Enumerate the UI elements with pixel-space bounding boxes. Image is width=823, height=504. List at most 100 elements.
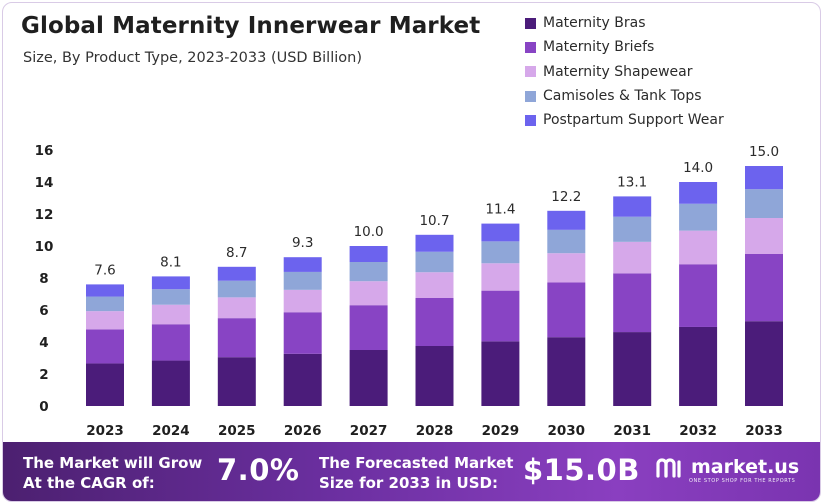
forecast-caption: The Forecasted Market Size for 2033 in U… [319, 453, 513, 493]
bar-total-label: 9.3 [292, 235, 313, 251]
x-tick-label: 2025 [218, 423, 256, 439]
brand-tagline: ONE STOP SHOP FOR THE REPORTS [689, 478, 796, 484]
bar-segment [415, 272, 454, 298]
bar-segment [745, 189, 783, 218]
legend-label: Postpartum Support Wear [543, 112, 724, 129]
stacked-bar-chart: 0 2 4 6 8 10 12 14 16 7.6 2023 8.1 2024 8.7 2025 9.3 202… [35, 143, 783, 439]
cagr-value: 7.0% [217, 453, 300, 487]
forecast-caption-line1: The Forecasted Market [319, 454, 514, 472]
bar-segment [349, 350, 388, 406]
footer-banner: The Market will Grow At the CAGR of: 7.0… [3, 442, 820, 501]
bar-segment [679, 230, 718, 265]
y-tick-label: 14 [35, 175, 54, 191]
bar-segment [547, 337, 586, 406]
legend-swatch [525, 41, 536, 53]
bar-total-label: 11.4 [485, 202, 515, 218]
bar-segment [217, 357, 256, 406]
x-tick-label: 2023 [86, 423, 124, 439]
bar-segment [217, 280, 256, 298]
y-tick-label: 2 [39, 367, 48, 383]
bar-total-label: 10.0 [354, 224, 384, 240]
x-tick-label: 2029 [482, 423, 520, 439]
bar-segment [481, 223, 520, 242]
cagr-caption: The Market will Grow At the CAGR of: [23, 453, 202, 493]
legend-swatch [525, 66, 536, 78]
bar-segment [349, 262, 388, 282]
legend-item: Postpartum Support Wear [525, 108, 724, 132]
bar-segment [547, 253, 586, 283]
x-tick-label: 2026 [284, 423, 322, 439]
bar-segment [283, 289, 322, 313]
bar-segment [415, 234, 454, 252]
bar-segment [679, 326, 718, 406]
legend-item: Maternity Shapewear [525, 60, 724, 84]
bar-total-label: 15.0 [749, 144, 779, 160]
legend-swatch [525, 90, 536, 102]
y-tick-label: 16 [35, 143, 54, 159]
legend-item: Maternity Briefs [525, 35, 724, 59]
bar-segment [283, 312, 322, 354]
bar-segment [151, 276, 190, 290]
bar-segment [283, 271, 322, 290]
bar-segment [613, 241, 652, 274]
bar-segment [745, 218, 783, 254]
legend-label: Maternity Shapewear [543, 63, 693, 80]
chart-legend: Maternity Bras Maternity Briefs Maternity … [525, 11, 724, 132]
x-tick-label: 2031 [613, 423, 651, 439]
bar-total-label: 14.0 [683, 160, 713, 176]
x-tick-label: 2030 [548, 423, 586, 439]
bar-segment [745, 321, 783, 406]
y-tick-label: 12 [35, 207, 54, 223]
bar-segment [547, 210, 586, 230]
chart-subtitle: Size, By Product Type, 2023-2033 (USD Bi… [23, 50, 362, 66]
bar-segment [349, 246, 388, 262]
bar-segment [415, 346, 454, 406]
bar-segment [415, 298, 454, 346]
market-us-logo-icon [656, 458, 681, 478]
y-tick-label: 8 [39, 271, 48, 287]
forecast-value: $15.0B [523, 453, 640, 487]
bar-segment [613, 196, 652, 217]
bar-segment [151, 304, 190, 325]
legend-item: Camisoles & Tank Tops [525, 84, 724, 108]
bar-segment [86, 296, 124, 312]
bar-segment [481, 341, 520, 406]
y-tick-label: 0 [39, 399, 48, 415]
legend-label: Maternity Bras [543, 15, 646, 32]
bar-segment [86, 363, 124, 406]
bar-segment [679, 182, 718, 204]
x-tick-label: 2027 [350, 423, 388, 439]
bar-segment [349, 281, 388, 306]
x-tick-label: 2024 [152, 423, 190, 439]
bar-segment [613, 332, 652, 406]
bar-segment [151, 360, 190, 406]
y-tick-label: 4 [39, 335, 48, 351]
bar-segment [481, 290, 520, 342]
bar-segment [151, 324, 190, 361]
legend-label: Maternity Briefs [543, 39, 655, 56]
bar-segment [613, 216, 652, 242]
bar-total-label: 10.7 [419, 213, 449, 229]
chart-title: Global Maternity Innerwear Market [21, 13, 481, 39]
brand-name: market.us [691, 456, 800, 478]
y-tick-label: 10 [35, 239, 54, 255]
bar-total-label: 12.2 [551, 189, 581, 205]
bar-segment [745, 254, 783, 322]
legend-swatch [525, 17, 536, 29]
bar-segment [481, 263, 520, 291]
bar-segment [679, 264, 718, 327]
bar-segment [86, 311, 124, 330]
bar-segment [547, 229, 586, 254]
y-tick-label: 6 [39, 303, 48, 319]
bar-segment [217, 318, 256, 358]
bar-total-label: 8.7 [226, 245, 247, 261]
bar-segment [217, 297, 256, 319]
bar-segment [481, 241, 520, 264]
cagr-caption-line1: The Market will Grow [23, 454, 203, 472]
brand-logo[interactable]: market.us ONE STOP SHOP FOR THE REPORTS [655, 456, 800, 484]
bar-segment [745, 166, 783, 190]
bar-segment [217, 266, 256, 281]
bar-segment [283, 257, 322, 272]
x-tick-label: 2028 [416, 423, 454, 439]
